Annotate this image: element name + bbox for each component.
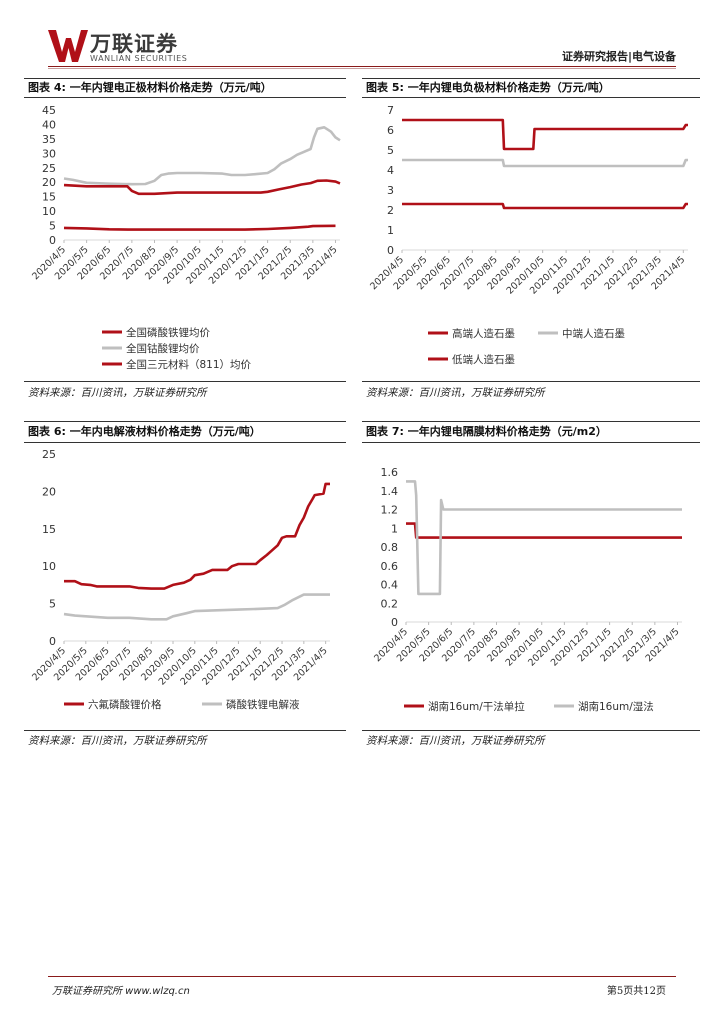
fig4-bottom-rule [24,381,346,382]
fig6-source: 资料来源：百川资讯，万联证券研究所 [28,735,207,747]
fig7-bottom-rule [362,730,700,731]
y-tick-label: 45 [42,104,56,117]
fig7-title-rule [362,442,700,443]
y-tick-label: 25 [42,162,56,175]
y-tick-label: 10 [42,560,56,573]
logo-english: WANLIAN SECURITIES [90,54,188,63]
fig5-bottom-rule [362,381,700,382]
y-tick-label: 1 [387,224,394,237]
y-tick-label: 2 [387,204,394,217]
fig7-chart: 00.20.40.60.811.21.41.62020/4/52020/5/52… [372,466,682,713]
y-tick-label: 0.2 [381,597,399,610]
legend-label: 全国钴酸锂均价 [126,342,200,355]
fig4-source: 资料来源：百川资讯，万联证券研究所 [28,387,207,399]
y-tick-label: 5 [387,144,394,157]
y-tick-label: 1.4 [381,485,399,498]
series-line-2 [406,480,682,596]
y-tick-label: 7 [387,104,394,117]
logo-w-icon [48,30,88,62]
y-tick-label: 0.4 [381,579,399,592]
y-tick-label: 1.6 [381,466,399,479]
header-rule [48,66,676,67]
fig7-source: 资料来源：百川资讯，万联证券研究所 [366,735,545,747]
series-line-1 [406,522,682,539]
fig6-bottom-rule [24,730,346,731]
fig6-top-rule [24,421,346,422]
y-tick-label: 4 [387,164,394,177]
legend-label: 湖南16um/湿法 [578,700,654,713]
y-tick-label: 35 [42,133,56,146]
fig4-title-rule [24,97,346,98]
y-tick-label: 0.8 [381,541,399,554]
y-tick-label: 20 [42,485,56,498]
logo-chinese: 万联证券 [90,32,178,56]
y-tick-label: 5 [49,220,56,233]
y-tick-label: 30 [42,147,56,160]
y-tick-label: 0 [391,616,398,629]
legend-label: 六氟磷酸锂价格 [88,698,162,711]
y-tick-label: 1.2 [381,504,399,517]
fig5-source: 资料来源：百川资讯，万联证券研究所 [366,387,545,399]
legend-label: 湖南16um/干法单拉 [428,700,525,713]
fig5-title-rule [362,97,700,98]
fig5-title: 图表 5: 一年内锂电负极材料价格走势（万元/吨） [366,81,610,94]
footer-rule [48,976,676,977]
y-tick-label: 0.6 [381,560,399,573]
y-tick-label: 0 [49,635,56,648]
y-tick-label: 15 [42,191,56,204]
fig6-chart: 05101520252020/4/52020/5/52020/6/52020/7… [30,448,330,711]
y-tick-label: 1 [391,522,398,535]
series-line-1 [63,224,336,231]
fig4-title: 图表 4: 一年内锂电正极材料价格走势（万元/吨） [28,81,272,94]
footer-left: 万联证券研究所 www.wlzq.cn [52,986,190,997]
legend-label: 磷酸铁锂电解液 [226,698,300,711]
header-rule-thin [48,68,676,69]
brand-logo: 万联证券 WANLIAN SECURITIES [48,28,198,68]
fig5-chart: 012345672020/4/52020/5/52020/6/52020/7/5… [368,104,688,366]
series-line-2 [402,158,688,168]
legend-label: 全国磷酸铁锂均价 [126,326,210,339]
legend-label: 高端人造石墨 [452,327,515,340]
series-line-1 [402,118,688,151]
y-tick-label: 0 [49,234,56,247]
series-line-2 [63,593,330,621]
fig6-title: 图表 6: 一年内电解液材料价格走势（万元/吨） [28,425,261,438]
y-tick-label: 25 [42,448,56,461]
report-type: 证券研究报告|电气设备 [561,50,676,63]
series-line-3 [402,202,688,210]
fig6-title-rule [24,442,346,443]
legend-label: 低端人造石墨 [452,353,515,366]
series-line-3 [63,179,341,196]
fig7-top-rule [362,421,700,422]
y-tick-label: 5 [49,598,56,611]
fig7-title: 图表 7: 一年内锂电隔膜材料价格走势（元/m2） [366,425,607,438]
y-tick-label: 15 [42,523,56,536]
page-number: 第5页共12页 [606,986,666,997]
fig4-chart: 0510152025303540452020/4/52020/5/52020/6… [30,104,341,371]
y-tick-label: 3 [387,184,394,197]
legend-label: 全国三元材料（811）均价 [126,358,252,371]
y-tick-label: 40 [42,118,56,131]
legend-label: 中端人造石墨 [562,327,625,340]
y-tick-label: 10 [42,205,56,218]
series-line-2 [63,126,341,186]
y-tick-label: 6 [387,124,394,137]
y-tick-label: 0 [387,244,394,257]
fig4-top-rule [24,78,346,79]
series-line-1 [64,482,330,590]
fig5-top-rule [362,78,700,79]
y-tick-label: 20 [42,176,56,189]
